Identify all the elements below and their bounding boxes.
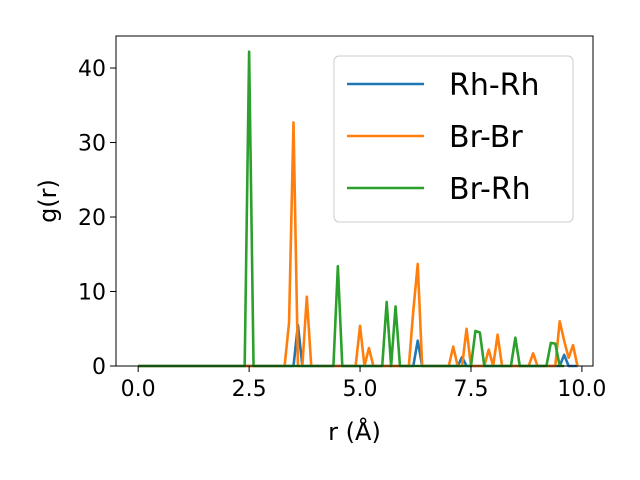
series-line-br-br xyxy=(138,121,579,368)
x-axis-label: r (Å) xyxy=(328,417,381,446)
y-tick-label: 0 xyxy=(92,355,106,380)
y-tick-label: 10 xyxy=(78,281,106,306)
legend: Rh-Rh Br-Br Br-Rh xyxy=(333,55,574,223)
x-tick-label: 10.0 xyxy=(557,377,606,402)
plot-frame xyxy=(115,35,594,367)
x-axis: 0.0 2.5 5.0 7.5 10.0 xyxy=(121,366,606,402)
legend-box xyxy=(333,55,574,223)
y-tick-label: 40 xyxy=(78,57,106,82)
x-tick-label: 5.0 xyxy=(343,377,378,402)
y-axis-label: g(r) xyxy=(34,179,62,223)
legend-label: Br-Rh xyxy=(449,172,531,207)
x-tick-label: 7.5 xyxy=(453,377,488,402)
y-axis: 0 10 20 30 40 xyxy=(78,57,116,380)
y-tick-label: 30 xyxy=(78,132,106,157)
x-tick-label: 0.0 xyxy=(121,377,156,402)
y-tick-label: 20 xyxy=(78,206,106,231)
x-tick-label: 2.5 xyxy=(232,377,267,402)
legend-label: Br-Br xyxy=(449,120,523,155)
legend-label: Rh-Rh xyxy=(449,68,540,103)
